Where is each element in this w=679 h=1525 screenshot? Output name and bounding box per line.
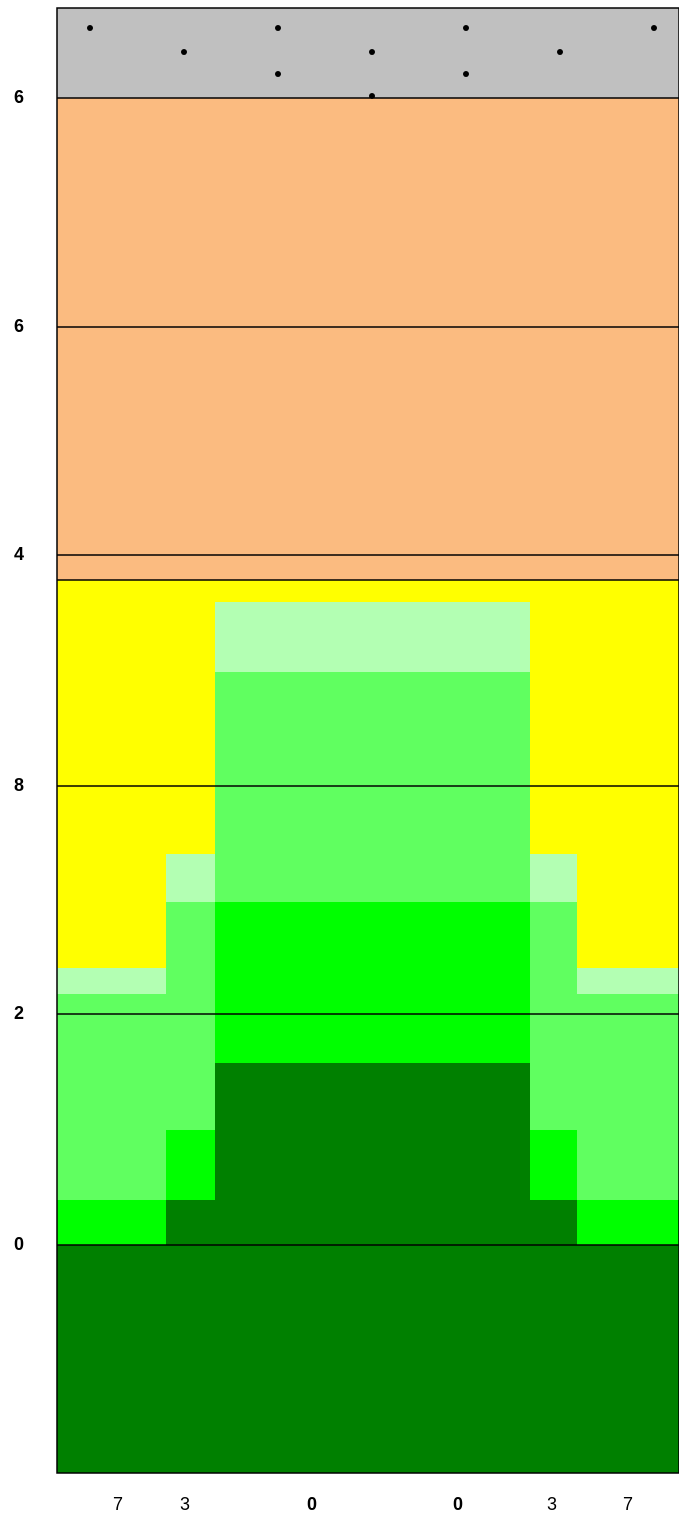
block	[215, 902, 530, 1063]
bottom-label: 7	[113, 1494, 123, 1514]
dot	[275, 25, 281, 31]
dark-green-layer	[57, 1245, 679, 1473]
bottom-label: 0	[453, 1494, 463, 1514]
block	[166, 854, 215, 902]
dot	[87, 25, 93, 31]
bottom-label: 3	[180, 1494, 190, 1514]
left-label: 8	[14, 775, 24, 795]
center-column	[215, 602, 530, 1245]
block	[577, 994, 679, 1200]
dot	[651, 25, 657, 31]
left-label: 6	[14, 316, 24, 336]
bottom-label: 0	[307, 1494, 317, 1514]
left-label: 0	[14, 1234, 24, 1254]
bottom-label: 3	[547, 1494, 557, 1514]
dot	[463, 25, 469, 31]
page: 6 6 4 8 2 0 7 3 0 0 3 7 (() => { const d…	[0, 0, 679, 1525]
block	[215, 1063, 530, 1245]
block	[215, 602, 530, 672]
block	[215, 672, 530, 902]
block	[530, 1130, 577, 1200]
block	[166, 1130, 215, 1200]
block	[577, 1200, 679, 1245]
dot	[275, 71, 281, 77]
dot	[463, 71, 469, 77]
block	[166, 1200, 215, 1245]
block	[57, 968, 166, 994]
left-label: 6	[14, 87, 24, 107]
block	[530, 902, 577, 1130]
dot	[369, 49, 375, 55]
bottom-label: 7	[623, 1494, 633, 1514]
dot	[181, 49, 187, 55]
left-label: 2	[14, 1003, 24, 1023]
block	[530, 1200, 577, 1245]
block	[57, 1200, 166, 1245]
bottom-labels: 7 3 0 0 3 7	[113, 1494, 633, 1514]
block	[530, 854, 577, 902]
diagram: 6 6 4 8 2 0 7 3 0 0 3 7	[0, 0, 679, 1525]
left-labels: 6 6 4 8 2 0	[14, 87, 24, 1254]
dot	[557, 49, 563, 55]
block	[577, 968, 679, 994]
gray-layer	[57, 8, 679, 98]
orange-layer	[57, 98, 679, 580]
block	[166, 902, 215, 1130]
left-label: 4	[14, 544, 24, 564]
block	[57, 994, 166, 1200]
